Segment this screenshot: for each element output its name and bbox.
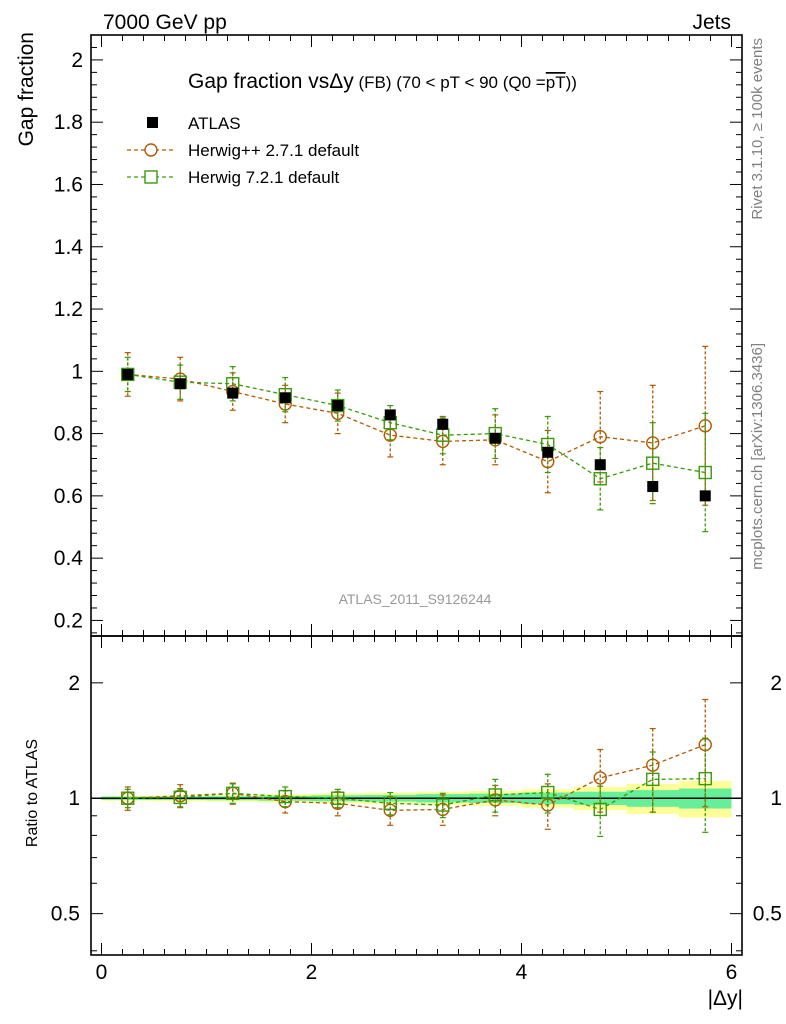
- atlas-main-point: [279, 392, 291, 404]
- ratio-y-tick-label-left: 0.5: [51, 903, 80, 926]
- main-y-tick-label: 0.2: [54, 609, 83, 632]
- x-tick-label: 2: [306, 961, 318, 984]
- title-main: Gap fraction vs: [188, 70, 329, 93]
- herwig7-ratio-point: [331, 791, 345, 805]
- main-y-tick-label: 1.4: [54, 236, 84, 259]
- herwigpp-ratio-line: [127, 744, 706, 811]
- atlas-main-point: [174, 378, 186, 390]
- legend-atlas-marker: [147, 117, 158, 128]
- herwig7-ratio-point: [541, 785, 555, 800]
- title-overline: pT: [546, 73, 566, 92]
- header-left: 7000 GeV pp: [103, 11, 227, 34]
- herwigpp-main-point: [593, 430, 607, 444]
- legend-herwigpp-label: Herwig++ 2.7.1 default: [188, 141, 359, 160]
- herwig7-ratio-point: [436, 798, 450, 812]
- x-tick-label: 4: [516, 961, 528, 984]
- atlas-main-point: [647, 481, 659, 493]
- atlas-main-point: [227, 387, 239, 399]
- main-y-tick-label: 1.6: [54, 173, 83, 196]
- mcplots-label: mcplots.cern.ch [arXiv:1306.3436]: [749, 343, 766, 570]
- herwigpp-ratio-point: [593, 771, 607, 785]
- atlas-main-point: [699, 490, 711, 502]
- title-detail: (FB) (70 < pT < 90 (Q0 =: [354, 73, 546, 92]
- ratio-y-tick-label-right: 0.5: [753, 903, 782, 926]
- main-y-tick-label: 0.8: [54, 423, 83, 446]
- herwig7-main-point: [698, 465, 712, 480]
- legend: ATLAS Herwig++ 2.7.1 default Herwig 7.2.…: [127, 114, 359, 187]
- main-y-tick-label: 2: [71, 49, 83, 72]
- main-y-tick-label: 0.4: [54, 547, 84, 570]
- ratio-y-tick-label-left: 1: [68, 787, 80, 810]
- main-y-tick-label: 0.6: [54, 485, 83, 508]
- atlas-main-point: [437, 418, 449, 430]
- herwig7-main-point: [331, 398, 345, 413]
- herwig7-ratio-point: [173, 790, 187, 805]
- atlas-main-point: [122, 368, 134, 380]
- herwig7-ratio-point: [646, 772, 660, 787]
- atlas-main-point: [384, 409, 396, 421]
- main-y-tick-label: 1: [71, 360, 83, 383]
- herwig7-main-point: [121, 367, 135, 382]
- legend-atlas-label: ATLAS: [188, 114, 241, 133]
- ratio-y-tick-label-right: 1: [770, 787, 782, 810]
- legend-herwig7-marker: [144, 170, 158, 184]
- main-y-axis-label: Gap fraction: [15, 32, 38, 146]
- title-delta-y: Δy: [329, 70, 354, 93]
- herwig7-main-point: [593, 472, 607, 486]
- herwigpp-main-line: [127, 373, 706, 463]
- herwig7-ratio-point: [593, 802, 607, 817]
- main-y-tick-label: 1.2: [54, 298, 83, 321]
- atlas-main-point: [489, 432, 501, 444]
- herwig7-ratio-point: [226, 786, 240, 801]
- analysis-watermark: ATLAS_2011_S9126244: [339, 591, 492, 607]
- herwig7-main-point: [646, 456, 660, 470]
- atlas-main-point: [332, 400, 344, 412]
- ratio-y-tick-label-left: 2: [68, 672, 80, 695]
- x-tick-label: 0: [96, 961, 108, 984]
- ratio-y-axis-label: Ratio to ATLAS: [24, 739, 41, 847]
- rivet-label: Rivet 3.1.10, ≥ 100k events: [749, 38, 766, 220]
- herwig7-ratio-point: [488, 788, 502, 802]
- main-y-tick-label: 1.8: [54, 111, 83, 134]
- header-right: Jets: [692, 11, 731, 34]
- legend-herwigpp-marker: [144, 143, 158, 157]
- herwig7-ratio-line: [127, 777, 706, 811]
- ratio-y-tick-label-right: 2: [770, 672, 782, 695]
- atlas-main-point: [542, 446, 554, 458]
- x-axis-label: |Δy|: [708, 987, 743, 1010]
- atlas-main-point: [594, 459, 606, 471]
- herwig7-main-line: [127, 373, 706, 480]
- x-tick-label: 6: [726, 961, 738, 984]
- herwig7-ratio-point: [278, 789, 292, 804]
- plot-title: Gap fraction vsΔy (FB) (70 < pT < 90 (Q0…: [188, 70, 577, 93]
- herwig7-ratio-point: [383, 796, 397, 811]
- herwig7-ratio-point: [121, 791, 135, 805]
- title-close: )): [566, 73, 577, 92]
- legend-herwig7-label: Herwig 7.2.1 default: [188, 168, 339, 187]
- herwig7-ratio-point: [698, 771, 712, 786]
